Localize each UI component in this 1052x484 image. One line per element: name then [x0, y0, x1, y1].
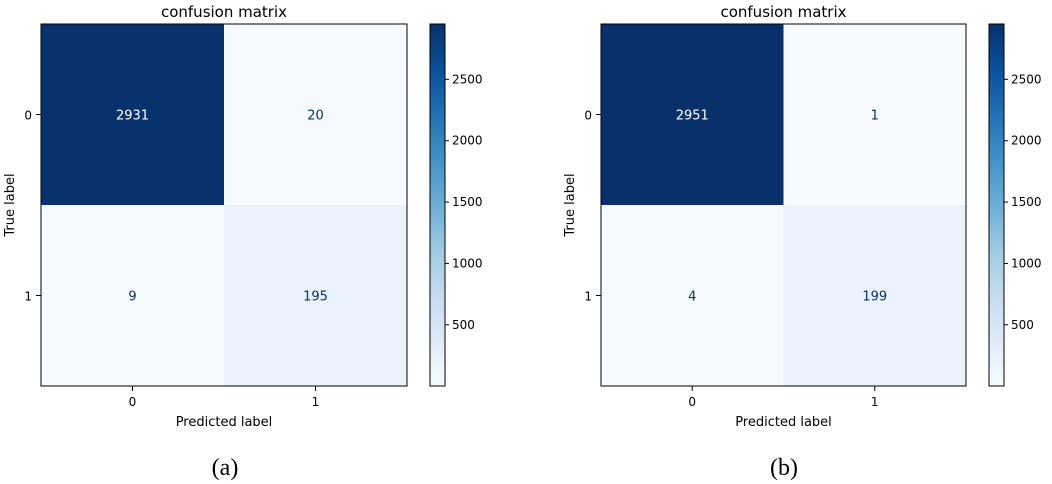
- heatmap-cell-0-1: [783, 24, 966, 205]
- cell-value-1-0: 4: [688, 290, 696, 305]
- cell-value-0-0: 2951: [676, 109, 709, 124]
- plot-frame: [40, 23, 408, 387]
- x-tick-label-1: 1: [871, 395, 879, 409]
- cell-value-1-0: 9: [128, 290, 136, 305]
- colorbar-tick-label-2: 1500: [452, 195, 483, 209]
- chart-title: confusion matrix: [161, 3, 287, 21]
- cell-value-0-0: 2931: [116, 109, 149, 124]
- plot-frame: [600, 23, 967, 387]
- confusion-matrix-a: 2931 20 9 195 confusion matrix 0 1 Predicted la…: [3, 3, 483, 481]
- figure-caption: (a): [212, 455, 239, 481]
- x-axis-label: Predicted label: [176, 415, 273, 430]
- y-tick-label-1: 1: [584, 290, 592, 304]
- colorbar-tick-label-3: 2000: [452, 134, 483, 148]
- x-tick-label-0: 0: [129, 395, 137, 409]
- y-axis-label: True label: [563, 173, 578, 237]
- colorbar-tick-label-2: 1500: [1011, 195, 1042, 209]
- y-tick-label-1: 1: [24, 290, 32, 304]
- y-tick-label-0: 0: [584, 109, 592, 123]
- colorbar-tick-label-0: 500: [1011, 318, 1034, 332]
- colorbar-tick-label-1: 1000: [1011, 256, 1042, 270]
- x-tick-label-0: 0: [688, 395, 696, 409]
- cell-value-0-1: 20: [307, 109, 324, 124]
- colorbar: [988, 23, 1005, 387]
- heatmap-cell-1-0: [41, 205, 224, 386]
- heatmap-cell-0-1: [224, 24, 407, 205]
- colorbar-tick-label-4: 2500: [1011, 72, 1042, 86]
- heatmap-cell-1-1: [783, 205, 966, 386]
- colorbar-tick-label-0: 500: [452, 318, 475, 332]
- y-axis-label: True label: [3, 173, 18, 237]
- x-axis-label: Predicted label: [735, 415, 832, 430]
- colorbar-tick-label-3: 2000: [1011, 134, 1042, 148]
- heatmap-cell-0-0: [601, 24, 784, 205]
- y-tick-label-0: 0: [24, 109, 32, 123]
- x-tick-label-1: 1: [312, 395, 320, 409]
- heatmap-cell-0-0: [41, 24, 224, 205]
- colorbar-tick-label-1: 1000: [452, 256, 483, 270]
- chart-title: confusion matrix: [720, 3, 846, 21]
- heatmap-cell-1-1: [224, 205, 407, 386]
- confusion-matrix-b: 2951 1 4 199 confusion matrix 0 1 Predicted lab…: [563, 3, 1042, 481]
- cell-value-1-1: 195: [303, 290, 328, 305]
- colorbar-tick-label-4: 2500: [452, 72, 483, 86]
- cell-value-1-1: 199: [862, 290, 887, 305]
- colorbar: [429, 23, 446, 387]
- figure-caption: (b): [770, 455, 798, 481]
- heatmap-cell-1-0: [601, 205, 784, 386]
- cell-value-0-1: 1: [871, 109, 879, 124]
